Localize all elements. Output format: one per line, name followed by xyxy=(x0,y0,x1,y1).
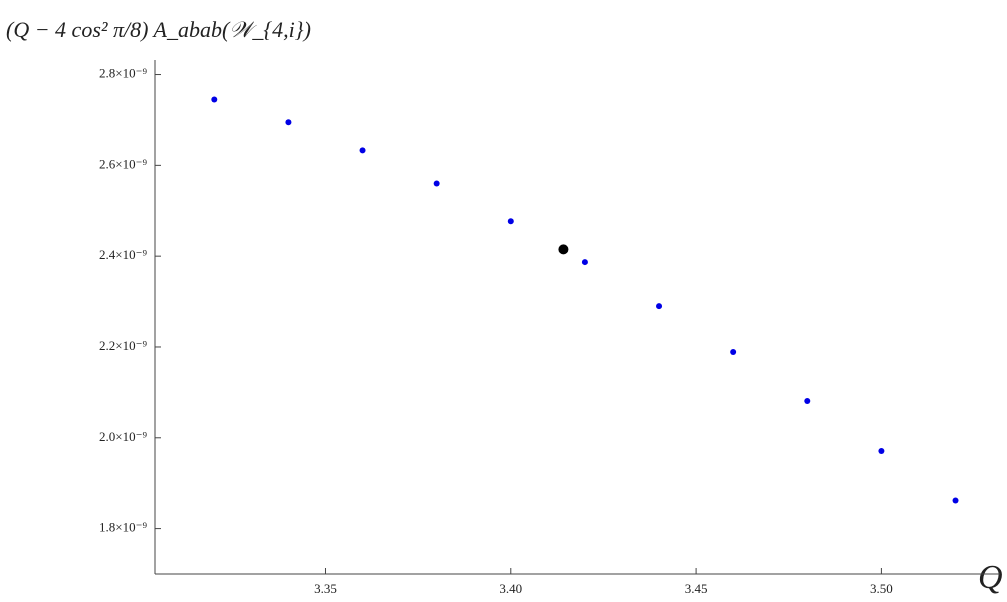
point xyxy=(285,119,292,126)
x-tick-label: 3.40 xyxy=(499,581,522,596)
point xyxy=(359,147,366,154)
point xyxy=(507,218,514,225)
point xyxy=(433,180,440,187)
y-tick-label: 1.8×10⁻⁹ xyxy=(99,520,147,535)
x-tick-label: 3.50 xyxy=(870,581,893,596)
point xyxy=(211,96,218,103)
point xyxy=(558,244,569,255)
x-axis-label: Q xyxy=(978,559,1003,596)
point xyxy=(804,398,811,405)
x-tick-label: 3.35 xyxy=(314,581,337,596)
point xyxy=(656,303,663,310)
y-tick-label: 2.2×10⁻⁹ xyxy=(99,338,147,353)
point xyxy=(730,348,737,355)
y-tick-label: 2.4×10⁻⁹ xyxy=(99,247,147,262)
x-tick-label: 3.45 xyxy=(685,581,708,596)
point xyxy=(878,447,885,454)
point xyxy=(952,497,959,504)
y-tick-label: 2.8×10⁻⁹ xyxy=(99,66,147,81)
y-tick-label: 2.0×10⁻⁹ xyxy=(99,429,147,444)
y-axis-label: (Q − 4 cos² π/8) A_abab(𝒲_{4,i}) xyxy=(6,17,311,42)
point xyxy=(581,259,588,266)
y-tick-label: 2.6×10⁻⁹ xyxy=(99,156,147,171)
